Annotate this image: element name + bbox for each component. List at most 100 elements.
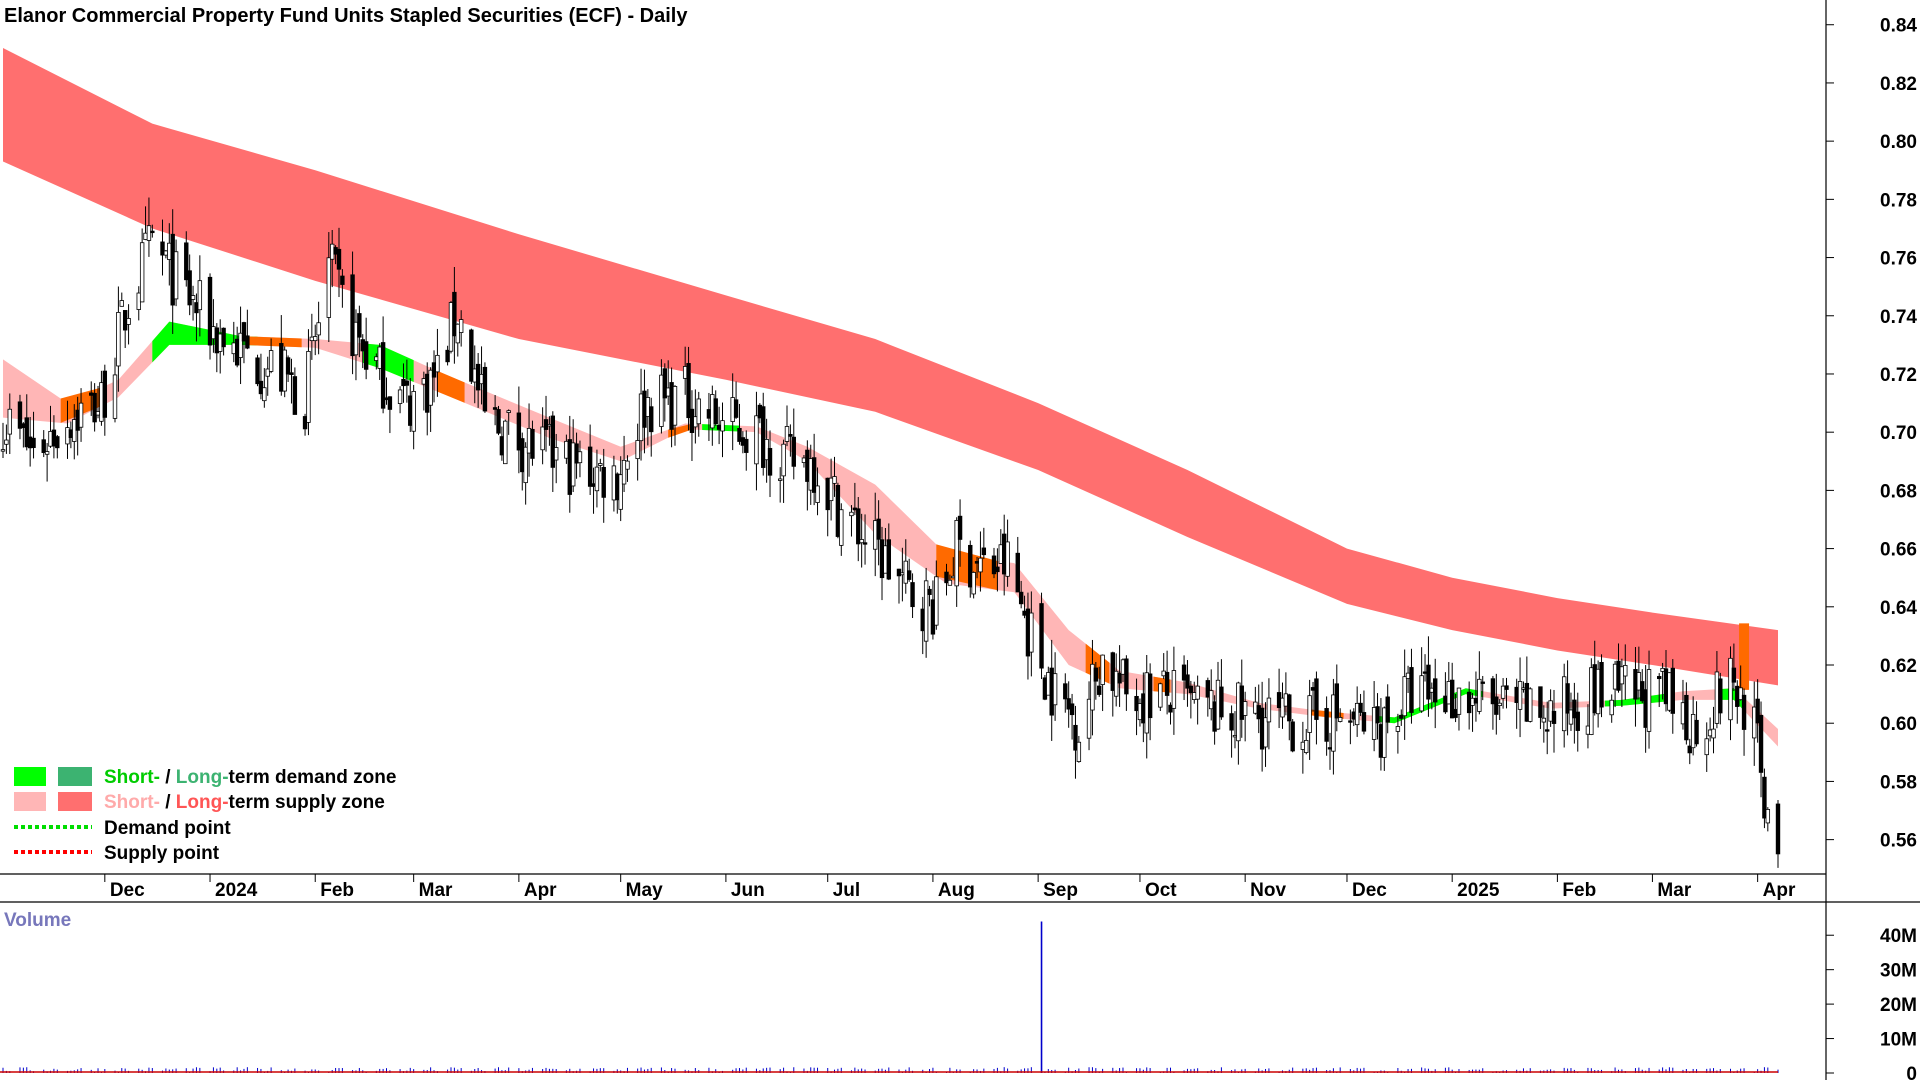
- candle-body: [1480, 681, 1485, 684]
- candle-body: [455, 323, 460, 344]
- candle-body: [452, 291, 457, 337]
- y-tick-label: 0.80: [1880, 132, 1917, 153]
- candle-body: [971, 572, 976, 595]
- candle-body: [1331, 694, 1336, 752]
- candle-body: [1731, 667, 1737, 683]
- candle-body: [482, 366, 488, 412]
- candle-body: [784, 426, 790, 442]
- candle-body: [313, 336, 318, 342]
- candle-body: [265, 368, 270, 377]
- candle-body: [469, 329, 474, 382]
- candle-body: [968, 544, 973, 588]
- y-tick-label: 0.70: [1880, 423, 1917, 444]
- long-supply-band: [3, 48, 1778, 686]
- candle-body: [1354, 702, 1360, 726]
- x-tick-label: Dec: [1352, 880, 1387, 901]
- candle-body: [1348, 720, 1353, 723]
- candle-body: [112, 374, 118, 419]
- y-tick-label: 0.74: [1880, 307, 1917, 328]
- short-zone-band: [3, 321, 1778, 747]
- candle-body: [1538, 686, 1543, 718]
- candle-body: [788, 434, 793, 437]
- x-tick-label: 2024: [215, 880, 258, 901]
- candle-body: [41, 439, 46, 454]
- candle-body: [289, 372, 294, 375]
- legend-supply-point-label: Supply point: [104, 843, 220, 864]
- candle-body: [713, 398, 718, 425]
- candle-body: [1242, 701, 1248, 716]
- legend-swatch-long-supply: [58, 792, 92, 811]
- candle-body: [1314, 678, 1319, 720]
- y-tick-label: 0.72: [1880, 365, 1917, 386]
- candle-body: [492, 407, 498, 410]
- candle-body: [119, 300, 124, 307]
- candle-body: [1164, 671, 1170, 696]
- candle-body: [363, 341, 369, 370]
- x-tick-label: Sep: [1043, 880, 1078, 901]
- x-tick-label: Apr: [1763, 880, 1796, 901]
- legend-swatch-short-supply: [14, 792, 46, 811]
- candle-body: [1541, 717, 1547, 723]
- candle-body: [1205, 680, 1211, 698]
- candle-body: [1229, 713, 1234, 731]
- candle-body: [1399, 714, 1404, 719]
- candle-body: [832, 476, 837, 484]
- x-tick-label: Nov: [1250, 880, 1286, 901]
- candle-body: [761, 406, 766, 468]
- candle-body: [733, 399, 739, 418]
- candle-body: [767, 447, 773, 476]
- candle-body: [285, 357, 291, 375]
- candle-body: [316, 322, 321, 336]
- candle-body: [1657, 676, 1662, 680]
- candle-body: [811, 457, 817, 493]
- candle-body: [598, 463, 603, 466]
- zone-overlap-piece: [668, 423, 692, 438]
- y-tick-label: 0.58: [1880, 772, 1917, 793]
- legend: Short- / Long-term demand zone Short- / …: [14, 767, 396, 864]
- candle-body: [1076, 741, 1082, 762]
- candle-body: [601, 466, 606, 498]
- candle-body: [1307, 695, 1312, 733]
- volume-tick-label: 0: [1906, 1064, 1917, 1080]
- candle-body: [856, 508, 861, 545]
- candle-body: [503, 420, 508, 465]
- candle-body: [1382, 707, 1387, 758]
- candle-body: [207, 276, 213, 346]
- candle-body: [357, 313, 362, 338]
- candle-body: [1409, 667, 1414, 713]
- candle-body: [184, 242, 189, 281]
- candle-body: [55, 436, 60, 449]
- legend-demand-point-label: Demand point: [104, 818, 231, 839]
- candle-body: [1718, 678, 1723, 714]
- candle-body: [1670, 667, 1675, 714]
- candle-body: [238, 332, 243, 358]
- candle-body: [587, 446, 593, 487]
- volume-title: Volume: [4, 910, 71, 931]
- candle-body: [1171, 670, 1177, 709]
- candle-body: [754, 415, 759, 465]
- candle-body: [262, 387, 267, 402]
- candle-body: [44, 451, 50, 455]
- candle-body: [649, 406, 654, 433]
- candle-body: [991, 555, 997, 575]
- candle-body: [1765, 809, 1771, 824]
- candle-body: [1684, 694, 1689, 741]
- candle-body: [995, 566, 1000, 573]
- candle-body: [1063, 683, 1068, 700]
- candle-body: [876, 518, 881, 540]
- candle-body: [696, 398, 701, 425]
- candle-body: [1324, 708, 1329, 742]
- candle-body: [1337, 717, 1343, 722]
- x-tick-label: Oct: [1145, 880, 1177, 901]
- candle-body: [1551, 710, 1557, 724]
- supply-zone-marker: [1739, 623, 1750, 690]
- candle-body: [4, 439, 9, 445]
- candle-body: [1517, 681, 1523, 710]
- y-tick-label: 0.60: [1880, 714, 1917, 735]
- x-tick-label: Dec: [110, 880, 145, 901]
- candle-body: [540, 426, 545, 451]
- short-demand-piece: [152, 321, 258, 363]
- candle-body: [1147, 673, 1153, 719]
- candle-body: [92, 392, 97, 423]
- candle-body: [954, 519, 959, 587]
